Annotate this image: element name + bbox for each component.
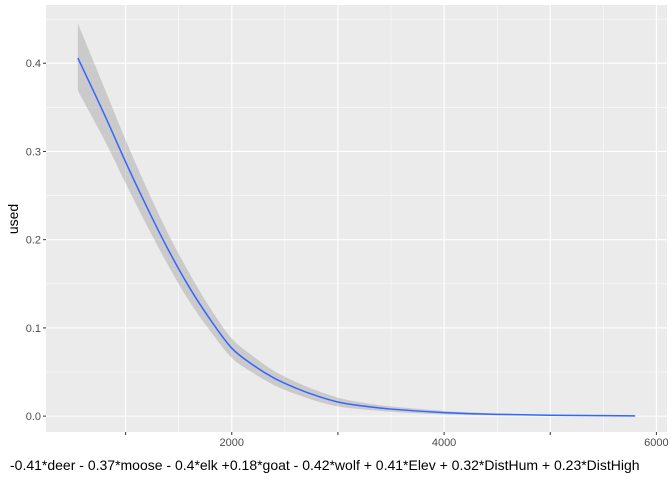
plot-panel — [46, 5, 667, 432]
x-tick-label: 2000 — [220, 437, 244, 449]
y-tick-label: 0.2 — [26, 235, 41, 247]
series-line — [77, 57, 636, 417]
x-tick-label: 6000 — [644, 437, 668, 449]
tick-labels: 2000 4000 6000 0.0 0.1 0.2 0.3 0.4 — [26, 58, 669, 449]
y-tick-label: 0.3 — [26, 146, 41, 158]
x-axis-title: -0.41*deer - 0.37*moose - 0.4*elk +0.18*… — [10, 457, 640, 473]
minor-gridlines — [46, 5, 667, 432]
y-tick-label: 0.4 — [26, 58, 41, 70]
x-tick-label: 4000 — [432, 437, 456, 449]
y-axis-title: used — [5, 204, 21, 234]
major-gridlines — [46, 5, 667, 432]
y-tick-label: 0.1 — [26, 323, 41, 335]
axis-ticks — [43, 62, 657, 435]
y-tick-label: 0.0 — [26, 411, 41, 423]
